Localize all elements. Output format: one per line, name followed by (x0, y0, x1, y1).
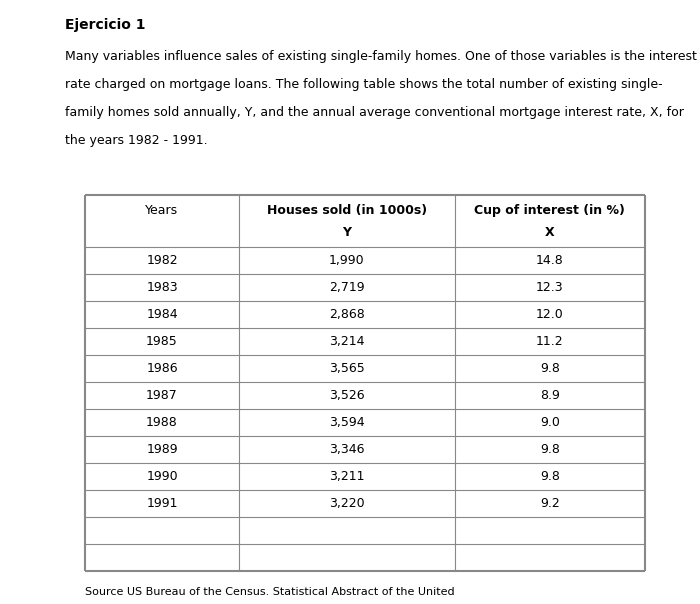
Text: 9.0: 9.0 (540, 416, 560, 429)
Text: 1986: 1986 (146, 362, 178, 375)
Text: 1985: 1985 (146, 335, 178, 348)
Text: 14.8: 14.8 (536, 254, 564, 267)
Text: Many variables influence sales of existing single-family homes. One of those var: Many variables influence sales of existi… (65, 50, 697, 63)
Text: 9.2: 9.2 (540, 497, 560, 510)
Text: 1990: 1990 (146, 470, 178, 483)
Text: 9.8: 9.8 (540, 362, 560, 375)
Text: Cup of interest (in %): Cup of interest (in %) (475, 204, 625, 217)
Text: 9.8: 9.8 (540, 443, 560, 456)
Text: 8.9: 8.9 (540, 389, 560, 402)
Text: 1983: 1983 (146, 281, 178, 294)
Text: 1989: 1989 (146, 443, 178, 456)
Text: 1991: 1991 (146, 497, 178, 510)
Text: 2,719: 2,719 (329, 281, 365, 294)
Text: 3,220: 3,220 (329, 497, 365, 510)
Text: Years: Years (146, 204, 178, 217)
Text: 1984: 1984 (146, 308, 178, 321)
Text: 1987: 1987 (146, 389, 178, 402)
Text: 11.2: 11.2 (536, 335, 564, 348)
Text: 2,868: 2,868 (329, 308, 365, 321)
Text: the years 1982 - 1991.: the years 1982 - 1991. (65, 134, 208, 147)
Text: rate charged on mortgage loans. The following table shows the total number of ex: rate charged on mortgage loans. The foll… (65, 78, 663, 91)
Text: Ejercicio 1: Ejercicio 1 (65, 18, 146, 32)
Text: 3,214: 3,214 (329, 335, 365, 348)
Text: 12.0: 12.0 (536, 308, 564, 321)
Text: 1988: 1988 (146, 416, 178, 429)
Text: X: X (545, 226, 554, 239)
Text: 3,526: 3,526 (329, 389, 365, 402)
Text: family homes sold annually, Y, and the annual average conventional mortgage inte: family homes sold annually, Y, and the a… (65, 106, 684, 119)
Text: Y: Y (342, 226, 351, 239)
Text: 3,211: 3,211 (329, 470, 365, 483)
Text: 3,594: 3,594 (329, 416, 365, 429)
Text: 9.8: 9.8 (540, 470, 560, 483)
Text: 1982: 1982 (146, 254, 178, 267)
Text: Source US Bureau of the Census. Statistical Abstract of the United: Source US Bureau of the Census. Statisti… (85, 587, 454, 597)
Text: 1,990: 1,990 (329, 254, 365, 267)
Text: Houses sold (in 1000s): Houses sold (in 1000s) (267, 204, 427, 217)
Text: 3,565: 3,565 (329, 362, 365, 375)
Text: 3,346: 3,346 (329, 443, 365, 456)
Text: 12.3: 12.3 (536, 281, 564, 294)
